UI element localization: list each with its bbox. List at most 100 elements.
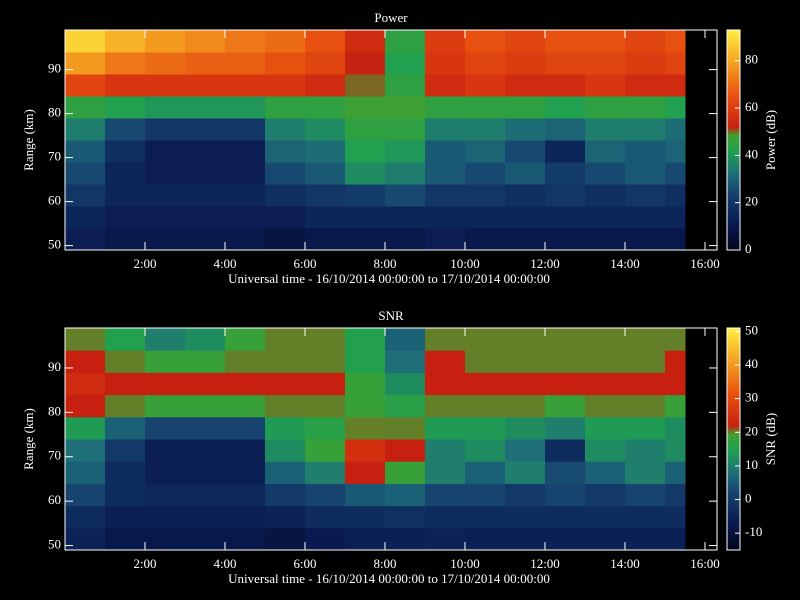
x-tick-label: 6:00 — [293, 556, 316, 571]
x-tick-label: 8:00 — [373, 556, 396, 571]
heatmap-cell — [505, 439, 546, 462]
heatmap-cell — [225, 395, 266, 418]
heatmap-cell — [425, 506, 466, 529]
heatmap-cell — [265, 417, 306, 440]
heatmap-cell — [385, 74, 426, 97]
heatmap-cell — [505, 74, 546, 97]
heatmap-cell — [625, 52, 666, 75]
heatmap-cell — [665, 417, 686, 440]
heatmap-cell — [625, 228, 666, 251]
heatmap-cell — [265, 350, 306, 373]
heatmap-cell — [545, 118, 586, 141]
heatmap-cell — [665, 528, 686, 551]
heatmap-cell — [185, 118, 226, 141]
heatmap-cell — [425, 52, 466, 75]
heatmap-cell — [665, 350, 686, 373]
x-tick-label: 10:00 — [450, 256, 480, 271]
y-axis-label: Range (km) — [21, 408, 36, 470]
heatmap-cell — [425, 74, 466, 97]
heatmap-cell — [145, 206, 186, 229]
heatmap-cell — [65, 140, 106, 163]
heatmap-cell — [145, 118, 186, 141]
heatmap-cell — [145, 350, 186, 373]
colorbar-tick-label: 40 — [745, 146, 758, 161]
heatmap-cell — [225, 184, 266, 207]
heatmap-cell — [65, 30, 106, 53]
colorbar-label: Power (dB) — [763, 110, 778, 170]
heatmap-cell — [345, 52, 386, 75]
heatmap-cell — [585, 461, 626, 484]
heatmap-cell — [665, 372, 686, 395]
heatmap-cell — [305, 162, 346, 185]
heatmap-cell — [105, 483, 146, 506]
heatmap-cell — [145, 328, 186, 351]
heatmap-cell — [625, 96, 666, 119]
heatmap-cell — [505, 417, 546, 440]
heatmap-cell — [305, 140, 346, 163]
heatmap-cell — [105, 506, 146, 529]
heatmap-cell — [425, 206, 466, 229]
heatmap-cell — [145, 96, 186, 119]
heatmap-cell — [425, 140, 466, 163]
heatmap-cell — [345, 162, 386, 185]
heatmap-cell — [425, 328, 466, 351]
colorbar-tick-label: 0 — [745, 491, 752, 506]
heatmap-cell — [465, 74, 506, 97]
heatmap-cell — [345, 118, 386, 141]
x-tick-label: 6:00 — [293, 256, 316, 271]
heatmap-cell — [665, 184, 686, 207]
heatmap-cell — [505, 96, 546, 119]
heatmap-cell — [425, 417, 466, 440]
heatmap-cell — [345, 461, 386, 484]
heatmap-cell — [105, 461, 146, 484]
heatmap-cell — [225, 52, 266, 75]
heatmap-cell — [305, 52, 346, 75]
heatmap-cell — [585, 74, 626, 97]
heatmap-cell — [385, 328, 426, 351]
heatmap-cell — [505, 162, 546, 185]
y-tick-label: 50 — [48, 537, 61, 552]
heatmap-cell — [545, 395, 586, 418]
heatmap-cell — [65, 439, 106, 462]
heatmap-cell — [425, 184, 466, 207]
heatmap-cell — [265, 140, 306, 163]
heatmap-cell — [545, 206, 586, 229]
colorbar-tick-label: 30 — [745, 390, 758, 405]
heatmap-cell — [265, 228, 306, 251]
colorbar-tick-label: 80 — [745, 52, 758, 67]
heatmap-cell — [145, 439, 186, 462]
heatmap-cell — [625, 528, 666, 551]
x-tick-label: 16:00 — [690, 556, 720, 571]
heatmap-cell — [265, 52, 306, 75]
heatmap-cell — [185, 372, 226, 395]
heatmap-cell — [625, 118, 666, 141]
heatmap-cell — [545, 228, 586, 251]
heatmap-cell — [585, 372, 626, 395]
heatmap-cell — [65, 372, 106, 395]
heatmap-cell — [665, 140, 686, 163]
heatmap-cell — [105, 328, 146, 351]
heatmap-cell — [585, 52, 626, 75]
heatmap-cell — [345, 96, 386, 119]
heatmap-cell — [185, 483, 226, 506]
heatmap-cell — [385, 528, 426, 551]
heatmap-cell — [425, 461, 466, 484]
heatmap-cell — [425, 350, 466, 373]
heatmap-cell — [505, 184, 546, 207]
y-tick-label: 60 — [48, 193, 61, 208]
heatmap-cell — [185, 162, 226, 185]
heatmap-cell — [185, 350, 226, 373]
x-tick-label: 10:00 — [450, 556, 480, 571]
heatmap-cell — [225, 162, 266, 185]
heatmap-cell — [425, 118, 466, 141]
heatmap-cell — [345, 30, 386, 53]
heatmap-cell — [585, 528, 626, 551]
heatmap-cell — [625, 328, 666, 351]
heatmap-cell — [145, 140, 186, 163]
heatmap-cell — [425, 439, 466, 462]
heatmap-cell — [585, 228, 626, 251]
heatmap-cell — [105, 350, 146, 373]
heatmap-cell — [305, 528, 346, 551]
heatmap-cell — [145, 395, 186, 418]
